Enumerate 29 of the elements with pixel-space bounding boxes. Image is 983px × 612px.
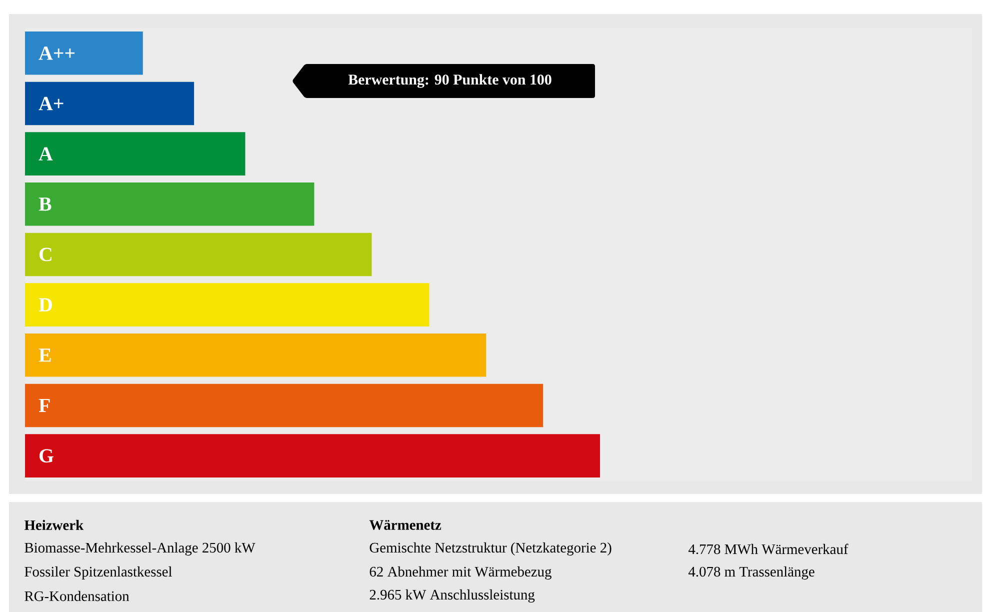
text: 62 Abnehmer mit Wärmebezug xyxy=(370,566,552,580)
annotation: Berwertung: 90 Punkte von 100 xyxy=(348,74,552,88)
y-tick-label: B xyxy=(38,198,52,211)
bar xyxy=(25,182,314,226)
text: Wärmenetz xyxy=(369,520,442,530)
text: RG-Kondensation xyxy=(24,590,130,602)
text: Fossiler Spitzenlastkessel xyxy=(24,566,172,580)
y-tick-label: F xyxy=(38,398,50,412)
text: 2.965 kW Anschlussleistung xyxy=(370,589,535,603)
bar xyxy=(25,132,246,176)
y-tick-label: A+ xyxy=(38,96,64,110)
bar xyxy=(25,434,600,478)
y-tick-label: D xyxy=(38,298,52,312)
y-tick-label: E xyxy=(38,348,51,362)
text: 4.078 m Trassenlänge xyxy=(688,566,814,580)
text: Heizwerk xyxy=(24,520,84,530)
text: Biomasse-Mehrkessel-Anlage 2500 kW xyxy=(24,542,256,556)
y-tick-label: A xyxy=(38,147,53,160)
bar xyxy=(25,283,430,326)
text: 4.778 MWh Wärmeverkauf xyxy=(688,544,848,554)
bar xyxy=(25,334,486,377)
bar xyxy=(25,384,544,428)
y-tick-label: G xyxy=(40,449,54,463)
text: Gemischte Netzstruktur (Netzkategorie 2) xyxy=(370,542,612,556)
y-tick-label: C xyxy=(40,248,52,262)
bar xyxy=(25,32,143,75)
bar xyxy=(25,232,372,276)
y-tick-label: A++ xyxy=(38,46,75,60)
bar xyxy=(25,82,194,126)
